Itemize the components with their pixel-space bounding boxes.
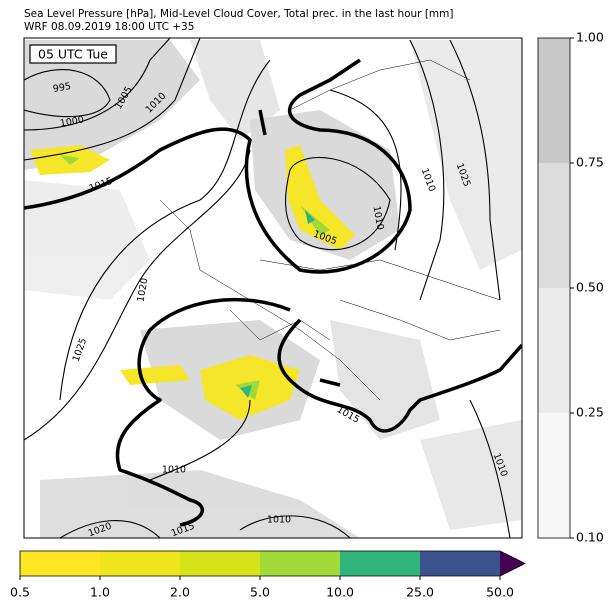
time-box (29, 44, 117, 64)
contour-label: 995 (52, 81, 72, 95)
contour-label: 1000 (59, 114, 85, 129)
colorbar-segment (100, 551, 180, 576)
contour-label: 1010 (162, 465, 186, 476)
map-area (24, 38, 522, 538)
contour-label: 1020 (135, 277, 150, 303)
colorbar-segment (538, 163, 570, 288)
colorbar-tick-label: 0.50 (576, 280, 604, 295)
colorbar-segment (20, 551, 100, 576)
colorbar-tick-label: 10.0 (326, 585, 354, 600)
colorbar-segment (340, 551, 420, 576)
colorbar-segment (538, 413, 570, 538)
colorbar-extend (500, 551, 525, 576)
map-subtitle: WRF 08.09.2019 18:00 UTC +35 (24, 21, 194, 33)
colorbar-segment (538, 288, 570, 413)
colorbar-segment (538, 38, 570, 163)
map-frame (23, 37, 523, 539)
colorbar-tick-label: 50.0 (486, 585, 514, 600)
colorbar-frame (19, 550, 526, 577)
colorbar-tick-label: 5.0 (250, 585, 270, 600)
colorbar-tick-label: 0.75 (576, 155, 604, 170)
colorbar-segment (180, 551, 260, 576)
colorbar-tick-label: 0.5 (10, 585, 30, 600)
colorbar-tick-label: 0.25 (576, 405, 604, 420)
colorbar-tick-label: 1.00 (576, 30, 604, 45)
colorbar-segment (420, 551, 500, 576)
contour-label: 1010 (267, 515, 291, 526)
colorbar-tick-label: 1.0 (90, 585, 110, 600)
colorbar-segment (260, 551, 340, 576)
contour-label: 1010 (370, 205, 385, 231)
colorbar-tick-label: 2.0 (170, 585, 190, 600)
colorbar-tick-label: 0.10 (576, 530, 604, 545)
map-title: Sea Level Pressure [hPa], Mid-Level Clou… (24, 8, 454, 20)
time-label: 05 UTC Tue (38, 47, 108, 62)
colorbar-tick-label: 25.0 (406, 585, 434, 600)
